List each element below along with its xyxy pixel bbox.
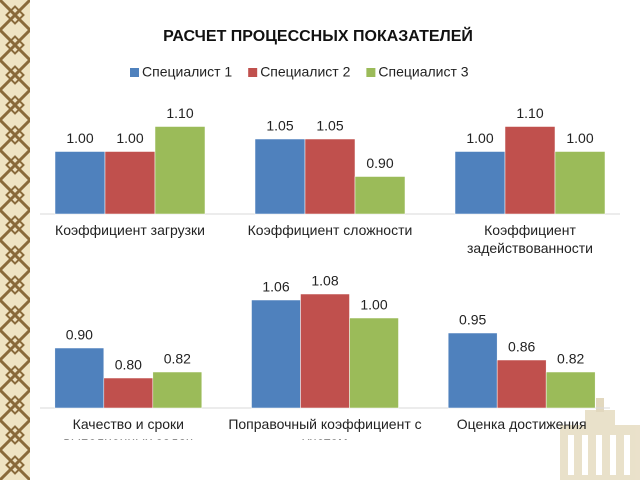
value-label: 1.00: [360, 297, 387, 313]
value-label: 1.05: [266, 118, 293, 134]
bar: [254, 138, 306, 215]
bar: [300, 293, 350, 409]
value-label: 0.82: [164, 351, 191, 367]
decorative-border: [0, 0, 30, 480]
x-tick-label: Коэффициент задействованности: [466, 222, 593, 256]
bar: [304, 138, 356, 215]
x-tick-label: Оценка достижения: [456, 416, 587, 432]
legend-label: Специалист 2: [260, 64, 350, 80]
value-label: 1.00: [116, 130, 143, 146]
bar: [103, 377, 154, 409]
x-tick-label: Коэффициент загрузки: [55, 222, 205, 238]
legend-swatch: [248, 68, 258, 77]
legend-label: Специалист 3: [378, 64, 468, 80]
x-tick-label: Поправочный коэффициент с учетом: [228, 416, 422, 440]
page-title: РАСЧЕТ ПРОЦЕССНЫХ ПОКАЗАТЕЛЕЙ: [163, 26, 473, 45]
value-label: 1.00: [66, 130, 93, 146]
value-label: 0.82: [557, 351, 584, 367]
bar: [349, 317, 399, 409]
value-label: 1.08: [311, 273, 338, 289]
bar: [454, 151, 506, 215]
category-labels: Коэффициент загрузки Коэффициент сложност…: [55, 222, 593, 440]
bar: [504, 126, 556, 215]
value-label: 0.80: [115, 357, 142, 373]
value-label: 1.00: [566, 130, 593, 146]
bar: [154, 126, 206, 215]
value-label: 0.86: [508, 339, 535, 355]
bar: [554, 151, 606, 215]
building-decor: [560, 398, 640, 480]
value-label: 1.10: [166, 105, 193, 121]
bar: [354, 176, 406, 215]
bar: [152, 371, 203, 409]
x-tick-label: Коэффициент сложности: [247, 222, 413, 238]
legend-label: Специалист 1: [142, 64, 232, 80]
bar: [496, 359, 547, 409]
bar: [545, 371, 596, 409]
value-label: 0.90: [66, 327, 93, 343]
x-tick-label: Качество и сроки выполненных задач: [63, 416, 193, 440]
value-label: 1.05: [316, 118, 343, 134]
legend-swatch: [130, 68, 139, 77]
bar: [447, 332, 498, 409]
value-label: 1.10: [516, 105, 543, 121]
value-label: 0.90: [366, 155, 393, 171]
value-label: 0.95: [459, 312, 486, 328]
value-label: 1.06: [262, 279, 289, 295]
value-label: 1.00: [466, 130, 493, 146]
legend-swatch: [366, 68, 376, 77]
bar: [54, 151, 106, 215]
